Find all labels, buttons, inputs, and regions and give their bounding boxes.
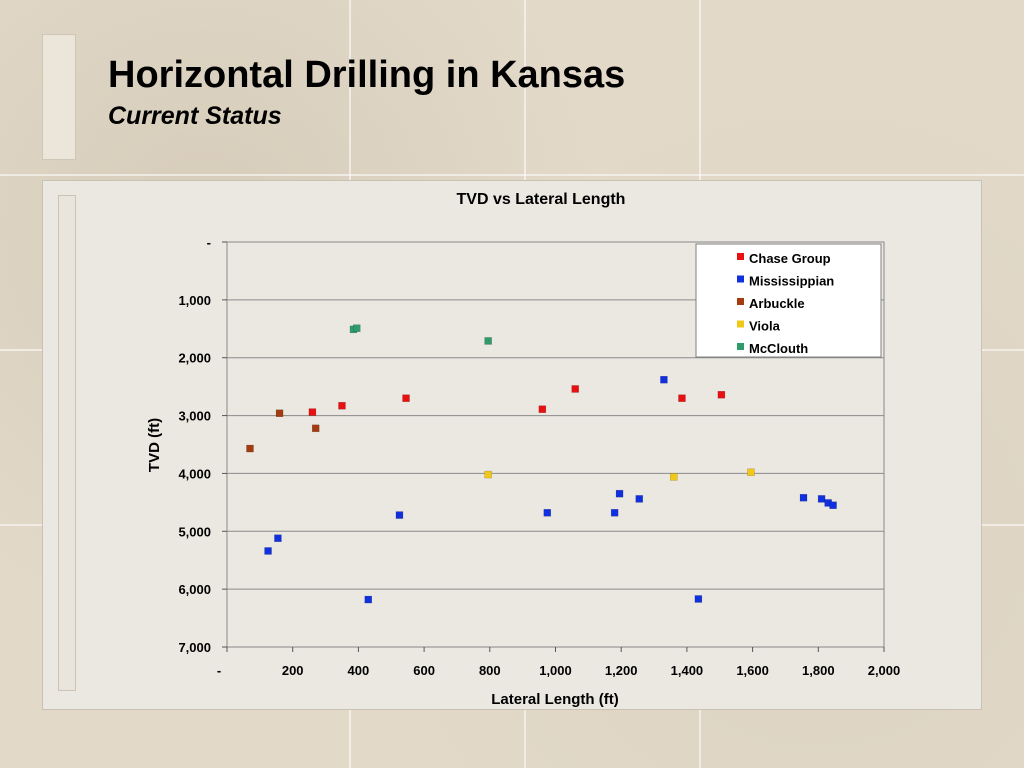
data-point-mississippian	[829, 501, 837, 509]
y-tick-labels: - 1,000 2,000 3,000 4,000 5,000 6,000 7,000	[178, 235, 227, 655]
chart-panel-side-bar	[58, 195, 76, 691]
x-tick-label: 1,000	[539, 663, 572, 678]
legend-label: Chase Group	[749, 251, 831, 266]
data-point-chase-group	[678, 394, 686, 402]
legend-swatch	[737, 253, 744, 260]
y-tick-label: 4,000	[178, 466, 211, 481]
data-point-arbuckle	[311, 424, 320, 433]
data-point-mississippian	[799, 493, 808, 502]
data-points	[246, 324, 837, 604]
legend-swatch	[737, 275, 744, 283]
legend-label: Arbuckle	[749, 296, 805, 311]
y-tick-label: 2,000	[178, 351, 211, 366]
x-tick-labels: - 200 400 600 800 1,000 1,200 1,400 1,600 1,800 2,…	[217, 647, 900, 678]
y-tick-label: 1,000	[178, 293, 211, 308]
data-point-mississippian	[364, 595, 373, 604]
x-tick-label: 200	[282, 663, 304, 678]
x-tick-label: 1,600	[736, 663, 769, 678]
legend-label: McClouth	[749, 341, 808, 356]
data-point-mississippian	[274, 534, 282, 542]
data-point-mississippian	[817, 495, 826, 503]
data-point-arbuckle	[246, 444, 254, 453]
legend-box	[695, 243, 882, 358]
y-tick-label: 7,000	[178, 640, 211, 655]
data-point-mississippian	[694, 595, 703, 603]
x-axis-title: Lateral Length (ft)	[491, 691, 619, 708]
x-tick-label: 2,000	[868, 663, 901, 678]
legend-label: Mississippian	[749, 274, 834, 289]
data-point-mississippian	[395, 511, 404, 519]
x-tick-label: 1,800	[802, 663, 835, 678]
data-point-mississippian	[615, 489, 624, 498]
x-tick-label: -	[217, 663, 221, 678]
y-axis-title: TVD (ft)	[146, 418, 163, 472]
legend: Chase Group Mississippian Arbuckle Viola McC…	[695, 243, 882, 358]
y-tick-label: 6,000	[178, 582, 211, 597]
data-point-mississippian	[610, 509, 619, 517]
data-point-mississippian	[635, 495, 644, 503]
data-point-chase-group	[538, 405, 547, 413]
slide-title: Horizontal Drilling in Kansas	[108, 54, 626, 96]
y-tick-label: 5,000	[178, 524, 211, 539]
data-point-chase-group	[717, 390, 726, 399]
x-tick-label: 1,400	[671, 663, 704, 678]
data-point-chase-group	[402, 394, 410, 402]
data-point-viola	[670, 473, 678, 481]
data-point-viola	[747, 468, 755, 477]
data-point-mississippian	[264, 547, 272, 555]
y-tick-label: 3,000	[178, 409, 211, 424]
legend-swatch	[737, 320, 744, 328]
x-tick-label: 1,200	[605, 663, 638, 678]
data-point-chase-group	[338, 401, 346, 410]
data-point-chase-group	[308, 408, 317, 416]
data-point-mcclouth	[484, 337, 492, 345]
legend-label: Viola	[749, 319, 781, 334]
gridlines	[227, 299, 884, 590]
data-point-arbuckle	[275, 409, 284, 418]
data-point-mississippian	[543, 509, 552, 517]
data-point-chase-group	[571, 385, 579, 393]
data-point-mississippian	[660, 375, 668, 384]
x-tick-label: 600	[413, 663, 435, 678]
data-point-mcclouth	[353, 324, 361, 332]
x-tick-label: 400	[348, 663, 370, 678]
title-accent-bar	[42, 34, 76, 160]
data-point-viola	[484, 470, 492, 479]
slide-subtitle: Current Status	[108, 102, 282, 130]
legend-swatch	[737, 343, 744, 350]
legend-swatch	[737, 298, 744, 305]
y-tick-label: -	[207, 235, 211, 250]
chart-title: TVD vs Lateral Length	[457, 191, 626, 208]
x-tick-label: 800	[479, 663, 501, 678]
